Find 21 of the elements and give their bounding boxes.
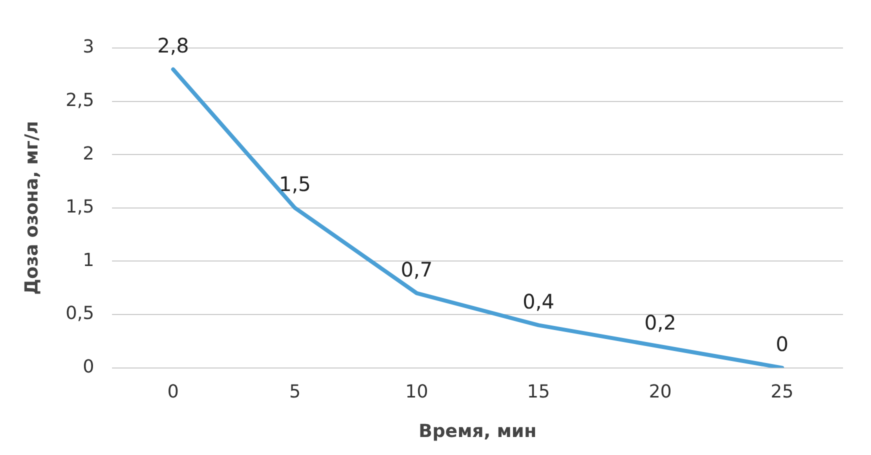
data-label: 0 bbox=[776, 332, 788, 356]
data-label: 0,2 bbox=[644, 310, 676, 335]
data-label: 0,7 bbox=[400, 257, 433, 282]
data-label: 0,4 bbox=[522, 289, 554, 314]
y-axis-title: Доза озона, мг/л bbox=[21, 120, 42, 295]
data-label: 1,5 bbox=[279, 172, 311, 196]
y-tick-label: 2,5 bbox=[66, 90, 94, 111]
y-tick-label: 3 bbox=[82, 36, 94, 58]
x-tick-label: 0 bbox=[167, 381, 179, 402]
x-tick-label: 10 bbox=[405, 381, 428, 402]
x-tick-label: 25 bbox=[770, 381, 794, 402]
y-tick-label: 0 bbox=[82, 356, 94, 378]
data-label: 2,8 bbox=[157, 34, 190, 58]
x-axis-title: Время, мин bbox=[418, 420, 537, 442]
y-tick-label: 2 bbox=[82, 143, 94, 164]
y-tick-label: 0,5 bbox=[66, 303, 94, 324]
x-tick-label: 5 bbox=[289, 381, 301, 402]
x-tick-label: 20 bbox=[648, 381, 672, 402]
x-tick-label: 15 bbox=[527, 381, 550, 402]
y-tick-label: 1,5 bbox=[66, 196, 94, 218]
y-tick-label: 1 bbox=[82, 250, 94, 271]
